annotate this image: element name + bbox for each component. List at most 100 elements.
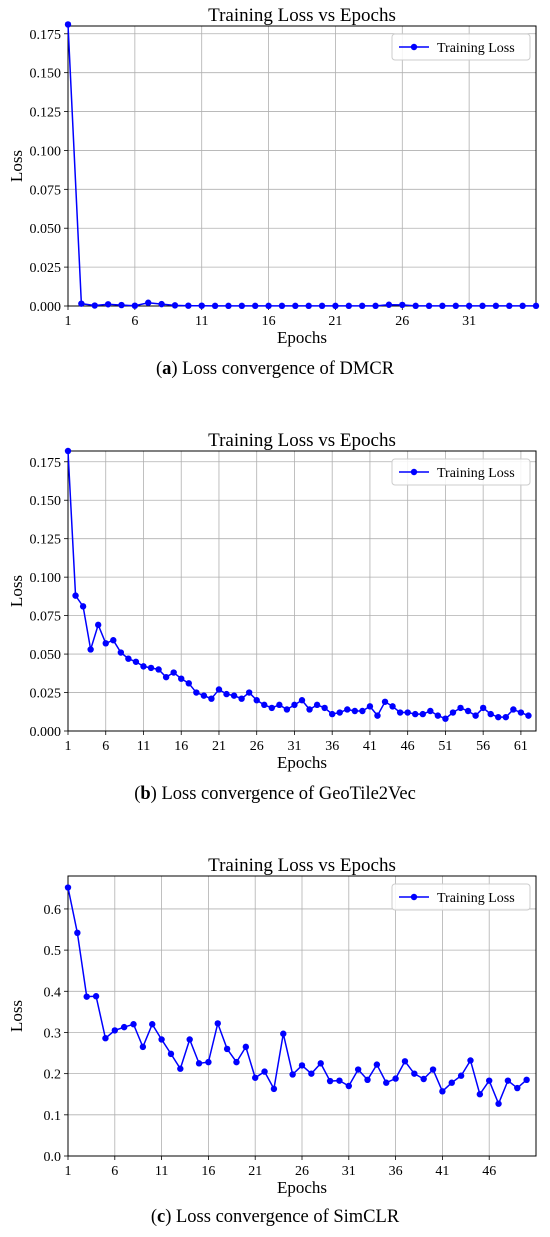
caption-letter: b <box>140 784 151 804</box>
data-point <box>366 703 374 710</box>
data-point <box>167 1050 175 1058</box>
data-point <box>252 302 259 310</box>
x-tick-label: 21 <box>212 739 226 754</box>
caption-text: Loss convergence of DMCR <box>182 359 395 379</box>
data-point <box>252 1074 259 1081</box>
data-point <box>396 709 404 716</box>
data-point <box>464 707 472 715</box>
data-point <box>139 1043 147 1051</box>
data-point <box>336 709 343 716</box>
data-point <box>306 706 313 713</box>
data-point <box>389 703 396 710</box>
caption-simclr: (c) Loss convergence of SimCLR <box>150 1207 400 1227</box>
data-point <box>117 649 125 656</box>
data-point <box>326 1077 334 1085</box>
y-tick-label: 0.075 <box>30 183 62 198</box>
chart-title: Training Loss vs Epochs <box>208 855 396 876</box>
data-point <box>336 1077 343 1084</box>
caption-text: Loss convergence of GeoTile2Vec <box>161 784 416 804</box>
data-point <box>140 663 147 670</box>
x-tick-label: 16 <box>201 1164 215 1179</box>
x-tick-label: 16 <box>262 314 276 329</box>
data-point <box>291 701 298 709</box>
data-point <box>118 301 125 309</box>
data-point <box>425 302 433 310</box>
data-point <box>442 715 449 722</box>
data-point <box>265 302 272 310</box>
data-point <box>332 302 339 310</box>
data-point <box>420 1075 427 1083</box>
data-point <box>517 709 525 716</box>
y-tick-label: 0.000 <box>30 725 62 740</box>
data-point <box>110 637 117 644</box>
data-point <box>162 673 170 681</box>
data-point <box>305 302 312 310</box>
x-tick-label: 6 <box>131 314 138 329</box>
data-point <box>64 884 72 891</box>
data-point <box>91 302 98 309</box>
data-point <box>130 1021 137 1028</box>
data-point <box>145 299 152 306</box>
data-point <box>351 707 359 715</box>
data-point <box>479 302 486 310</box>
data-point <box>270 1085 278 1093</box>
y-tick-label: 0.150 <box>30 67 62 82</box>
data-point <box>208 695 215 702</box>
chart-panel-geotile2vec: 0.000 0.025 0.050 0.075 0.100 0.125 0.150 0.175… <box>0 425 550 815</box>
y-tick-label: 0.0 <box>44 1150 62 1165</box>
x-tick-label: 56 <box>476 739 490 754</box>
x-tick-label: 1 <box>65 314 72 329</box>
x-tick-label: 46 <box>482 1164 496 1179</box>
y-tick-label: 0.6 <box>44 903 62 918</box>
data-point <box>506 302 513 310</box>
data-point <box>439 1088 446 1095</box>
chart-panel-dmcr: 0.000 0.025 0.050 0.075 0.100 0.125 0.150 0.175… <box>0 0 550 390</box>
data-point <box>214 1020 221 1027</box>
data-point <box>439 302 446 310</box>
data-point <box>504 1077 512 1084</box>
y-tick-label: 0.125 <box>30 106 62 121</box>
data-point <box>392 1075 399 1082</box>
chart-title: Training Loss vs Epochs <box>208 5 396 26</box>
data-point <box>171 302 179 309</box>
x-axis-label: Epochs <box>277 1178 327 1197</box>
y-tick-label: 0.175 <box>30 28 62 43</box>
x-tick-label: 36 <box>325 739 339 754</box>
data-point <box>230 692 238 699</box>
data-point <box>74 929 81 937</box>
data-point <box>185 302 192 309</box>
data-point <box>120 1023 128 1031</box>
y-tick-label: 0.2 <box>44 1068 62 1083</box>
data-point <box>289 1071 296 1078</box>
data-point <box>87 646 94 653</box>
x-tick-label: 16 <box>174 739 188 754</box>
data-point <box>373 1061 381 1068</box>
data-point <box>479 704 487 712</box>
data-point <box>495 713 502 721</box>
plot-frame <box>67 25 537 307</box>
data-point <box>155 666 162 673</box>
x-axis-label: Epochs <box>277 753 327 772</box>
data-point <box>495 1100 502 1107</box>
data-point <box>158 1036 165 1043</box>
data-point <box>278 302 286 310</box>
y-tick-label: 0.025 <box>30 687 62 702</box>
y-tick-label: 0.025 <box>30 261 62 276</box>
data-point <box>364 1076 371 1084</box>
data-point <box>64 21 72 28</box>
x-tick-label: 26 <box>295 1164 309 1179</box>
data-point <box>195 1060 203 1067</box>
x-tick-label: 36 <box>389 1164 403 1179</box>
y-tick-label: 0.4 <box>44 985 62 1000</box>
data-point <box>419 710 426 718</box>
caption-text: Loss convergence of SimCLR <box>176 1207 400 1227</box>
loss-chart-geotile2vec: 0.000 0.025 0.050 0.075 0.100 0.125 0.150 0.175… <box>7 430 537 772</box>
data-point <box>149 1021 156 1028</box>
data-point <box>465 302 473 310</box>
data-point <box>476 1091 484 1098</box>
data-point <box>78 300 85 307</box>
data-point <box>467 1057 474 1064</box>
data-point <box>486 1077 493 1084</box>
data-point <box>102 1035 109 1042</box>
loss-chart-dmcr: 0.000 0.025 0.050 0.075 0.100 0.125 0.150 0.175… <box>7 5 540 347</box>
